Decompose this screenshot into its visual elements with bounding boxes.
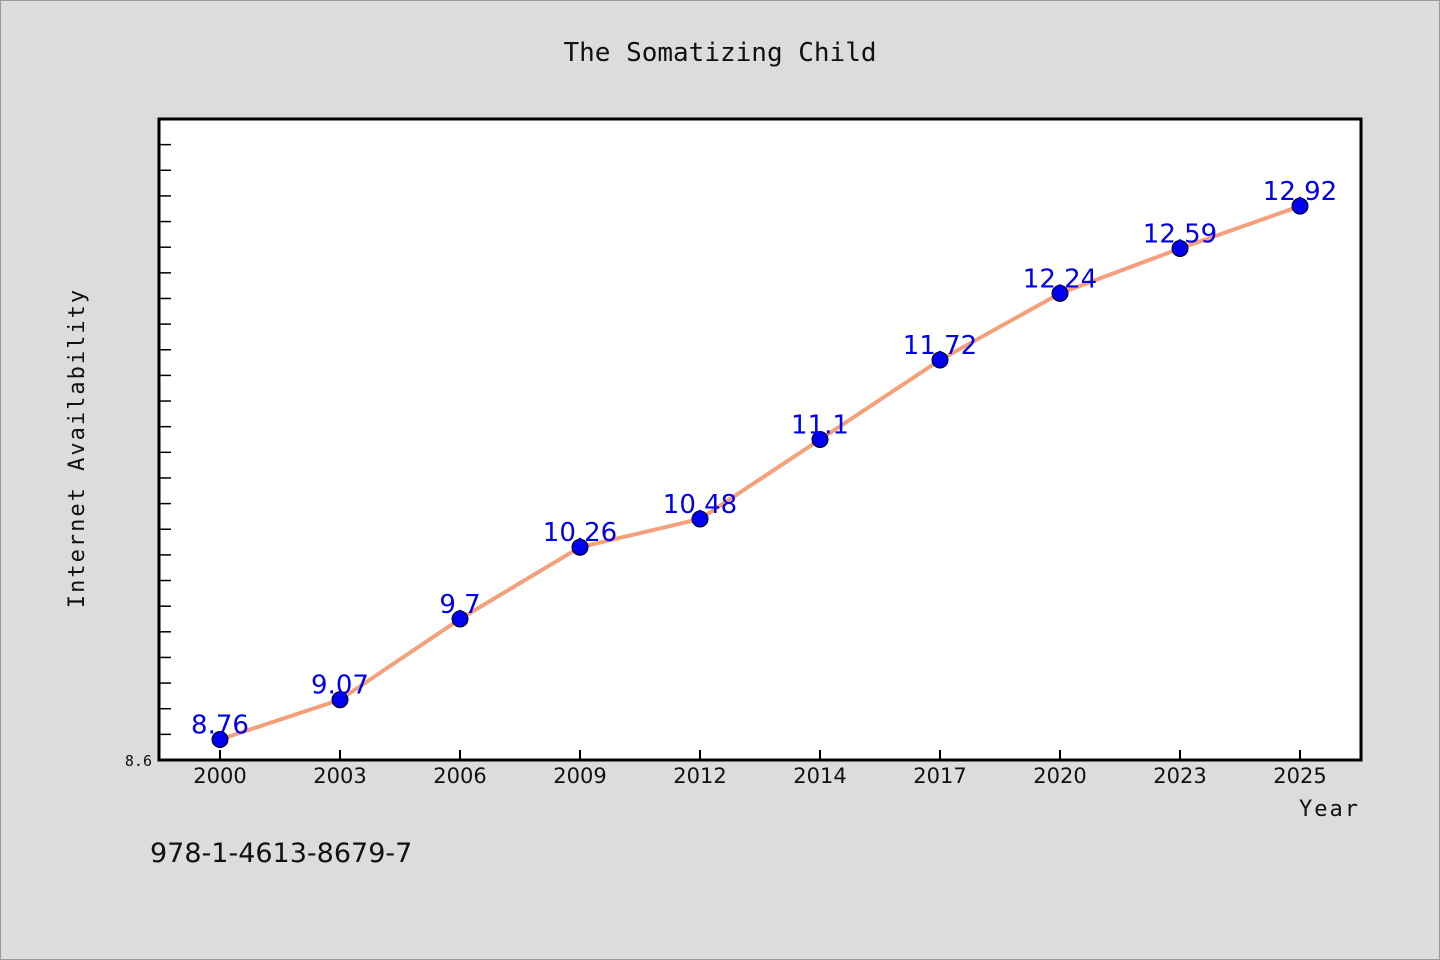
data-label: 11.1 bbox=[791, 411, 849, 441]
data-point bbox=[931, 351, 949, 369]
data-point bbox=[1171, 239, 1189, 257]
data-point bbox=[1291, 197, 1309, 215]
data-label: 10.26 bbox=[543, 518, 617, 548]
y-min-tick-label: 8.6 bbox=[125, 752, 152, 770]
data-point bbox=[451, 610, 469, 628]
series-line bbox=[219, 204, 1301, 742]
data-label: 11.72 bbox=[903, 331, 977, 361]
x-tick-label: 2023 bbox=[1153, 764, 1206, 788]
x-axis-label: Year bbox=[1299, 797, 1360, 822]
chart-title: The Somatizing Child bbox=[563, 38, 876, 68]
x-tick-label: 2009 bbox=[553, 764, 606, 788]
x-tick-label: 2003 bbox=[313, 764, 366, 788]
x-tick-label: 2000 bbox=[193, 764, 246, 788]
footer-isbn: 978-1-4613-8679-7 bbox=[150, 838, 412, 869]
data-label: 8.76 bbox=[191, 710, 249, 740]
data-label: 9.07 bbox=[311, 671, 369, 701]
x-tick-label: 2014 bbox=[793, 764, 846, 788]
data-point bbox=[811, 431, 829, 448]
data-label: 12.59 bbox=[1143, 219, 1217, 249]
data-point bbox=[1051, 284, 1069, 302]
data-point bbox=[211, 730, 229, 748]
y-axis-ticks bbox=[159, 143, 171, 736]
x-axis-ticks: 2000 2003 2006 2009 2012 2014 2017 2020 2023 2025 bbox=[193, 750, 1327, 788]
data-label: 12.92 bbox=[1263, 177, 1337, 207]
x-tick-label: 2006 bbox=[433, 764, 486, 788]
x-tick-label: 2017 bbox=[913, 764, 966, 788]
data-point bbox=[331, 691, 349, 709]
data-point bbox=[571, 538, 589, 556]
plot-area bbox=[157, 117, 1363, 762]
data-labels: 8.76 9.07 9.7 10.26 10.48 11.1 11.72 12.24 12.59… bbox=[191, 177, 1337, 740]
x-tick-label: 2025 bbox=[1273, 764, 1326, 788]
x-tick-label: 2012 bbox=[673, 764, 726, 788]
x-tick-label: 2020 bbox=[1033, 764, 1086, 788]
series-markers bbox=[211, 197, 1309, 748]
data-label: 10.48 bbox=[663, 490, 737, 520]
data-label: 12.24 bbox=[1023, 264, 1097, 294]
data-label: 9.7 bbox=[439, 590, 480, 620]
y-axis-label: Internet Availability bbox=[65, 288, 90, 608]
data-point bbox=[691, 510, 709, 528]
